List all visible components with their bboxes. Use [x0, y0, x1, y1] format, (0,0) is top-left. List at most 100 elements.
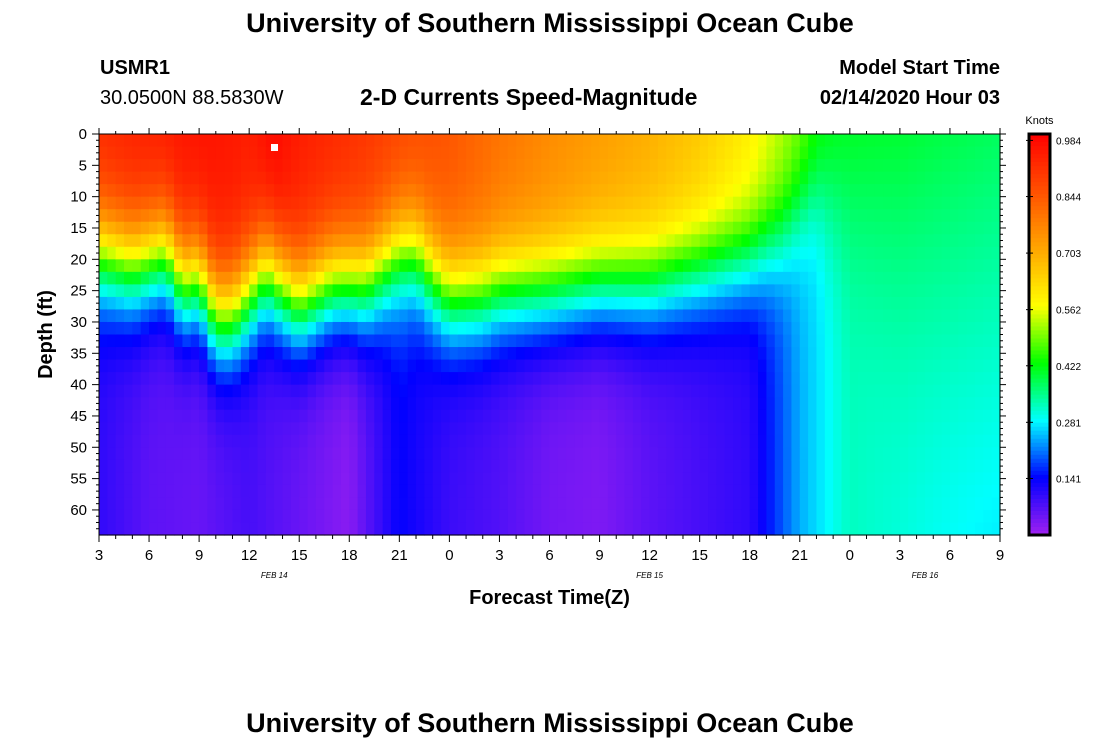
- heatmap-cell: [783, 384, 793, 398]
- heatmap-cell: [616, 509, 626, 524]
- heatmap-cell: [766, 309, 776, 323]
- heatmap-cell: [349, 184, 359, 198]
- heatmap-cell: [140, 334, 150, 348]
- heatmap-cell: [290, 372, 300, 386]
- heatmap-cell: [432, 484, 442, 499]
- heatmap-cell: [983, 171, 993, 185]
- heatmap-cell: [591, 397, 601, 411]
- heatmap-cell: [199, 209, 209, 223]
- heatmap-cell: [958, 509, 968, 524]
- heatmap-cell: [958, 296, 968, 311]
- heatmap-cell: [99, 159, 108, 173]
- heatmap-cell: [866, 422, 876, 436]
- heatmap-cell: [991, 271, 1001, 285]
- heatmap-cell: [624, 184, 634, 198]
- heatmap-cell: [207, 209, 217, 223]
- heatmap-cell: [874, 347, 884, 361]
- heatmap-cell: [441, 271, 450, 285]
- heatmap-cell: [265, 472, 275, 486]
- heatmap-cell: [524, 196, 534, 210]
- heatmap-cell: [733, 146, 742, 160]
- colorbar-swatch: [1029, 494, 1050, 500]
- heatmap-cell: [441, 221, 450, 235]
- heatmap-cell: [566, 221, 576, 235]
- heatmap-cell: [107, 271, 117, 285]
- heatmap-cell: [107, 246, 117, 260]
- heatmap-cell: [507, 422, 517, 436]
- heatmap-cell: [340, 509, 350, 524]
- heatmap-cell: [232, 472, 242, 486]
- heatmap-cell: [591, 434, 601, 448]
- heatmap-cell: [424, 309, 434, 323]
- heatmap-cell: [682, 221, 692, 235]
- colorbar-swatch: [1029, 526, 1050, 532]
- heatmap-cell: [716, 334, 726, 348]
- heatmap-cell: [215, 146, 225, 160]
- heatmap-cell: [349, 146, 359, 160]
- heatmap-cell: [207, 234, 217, 248]
- heatmap-cell: [207, 159, 217, 173]
- heatmap-cell: [883, 484, 893, 499]
- heatmap-cell: [374, 296, 384, 311]
- heatmap-cell: [324, 497, 334, 511]
- heatmap-cell: [791, 221, 801, 235]
- heatmap-cell: [733, 184, 742, 198]
- heatmap-cell: [783, 347, 793, 361]
- heatmap-cell: [566, 447, 576, 461]
- heatmap-cell: [916, 397, 926, 411]
- heatmap-cell: [432, 459, 442, 473]
- heatmap-cell: [449, 159, 459, 173]
- colorbar-swatch: [1029, 410, 1050, 416]
- heatmap-cell: [232, 221, 242, 235]
- heatmap-cell: [908, 472, 918, 486]
- heatmap-cell: [816, 509, 826, 524]
- heatmap-cell: [616, 309, 626, 323]
- heatmap-cell: [808, 259, 818, 273]
- heatmap-cell: [549, 246, 559, 260]
- heatmap-cell: [941, 497, 951, 511]
- heatmap-cell: [824, 422, 834, 436]
- heatmap-cell: [199, 472, 209, 486]
- heatmap-cell: [124, 459, 133, 473]
- heatmap-cell: [390, 459, 400, 473]
- heatmap-cell: [582, 397, 592, 411]
- heatmap-cell: [99, 397, 108, 411]
- heatmap-cell: [632, 259, 642, 273]
- heatmap-cell: [582, 246, 592, 260]
- heatmap-cell: [324, 271, 334, 285]
- heatmap-cell: [708, 459, 717, 473]
- heatmap-cell: [257, 134, 267, 148]
- heatmap-cell: [749, 271, 759, 285]
- heatmap-cell: [482, 209, 492, 223]
- heatmap-cell: [207, 509, 217, 524]
- colorbar-swatch: [1029, 238, 1050, 243]
- heatmap-cell: [165, 472, 175, 486]
- heatmap-cell: [324, 171, 334, 185]
- heatmap-cell: [908, 296, 918, 311]
- heatmap-cell: [783, 372, 793, 386]
- heatmap-cell: [299, 321, 309, 336]
- heatmap-cell: [632, 484, 642, 499]
- heatmap-cell: [699, 472, 709, 486]
- heatmap-cell: [891, 159, 901, 173]
- heatmap-cell: [240, 259, 250, 273]
- heatmap-cell: [132, 497, 142, 511]
- heatmap-cell: [774, 209, 784, 223]
- heatmap-cell: [741, 259, 751, 273]
- heatmap-cell: [733, 384, 742, 398]
- heatmap-cell: [532, 146, 542, 160]
- heatmap-cell: [315, 434, 325, 448]
- heatmap-cell: [824, 397, 834, 411]
- heatmap-cell: [282, 284, 292, 298]
- heatmap-cell: [808, 372, 818, 386]
- heatmap-cell: [841, 146, 851, 160]
- heatmap-cell: [499, 196, 509, 210]
- heatmap-cell: [290, 347, 300, 361]
- heatmap-cell: [858, 334, 868, 348]
- heatmap-cell: [124, 171, 133, 185]
- heatmap-cell: [541, 522, 551, 536]
- heatmap-cell: [883, 271, 893, 285]
- heatmap-cell: [858, 171, 868, 185]
- heatmap-cell: [449, 134, 459, 148]
- heatmap-cell: [474, 509, 484, 524]
